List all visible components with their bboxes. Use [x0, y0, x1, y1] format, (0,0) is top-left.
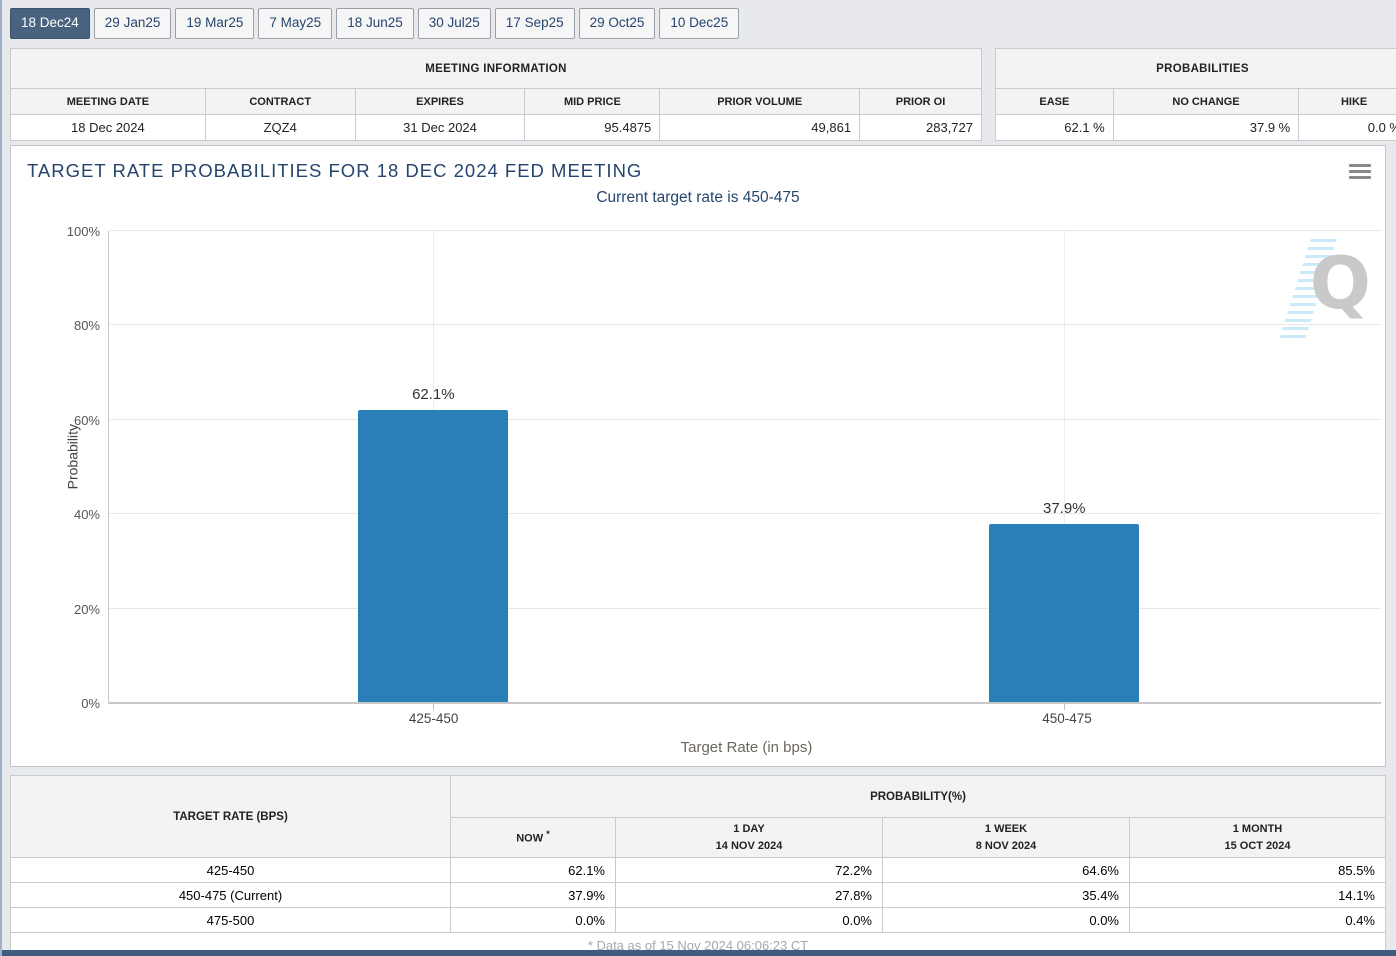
rate-450-475: 450-475 (Current) [10, 882, 451, 908]
meeting-information-title: MEETING INFORMATION [10, 48, 982, 89]
now-475-500: 0.0% [450, 907, 616, 933]
day-475-500: 0.0% [615, 907, 883, 933]
chart-subtitle: Current target rate is 450-475 [596, 189, 800, 206]
contract-value: ZQZ4 [204, 114, 356, 141]
chart-title: TARGET RATE PROBABILITIES FOR 18 DEC 202… [27, 160, 643, 181]
col-1-month: 1 MONTH 15 OCT 2024 [1129, 817, 1386, 858]
tab-17-sep25[interactable]: 17 Sep25 [494, 8, 575, 39]
now-asterisk: * [546, 828, 550, 839]
tab-7-may25[interactable]: 7 May25 [258, 8, 333, 39]
day-425-450: 72.2% [615, 857, 883, 883]
tab-19-mar25[interactable]: 19 Mar25 [175, 8, 255, 39]
x-axis-title: Target Rate (in bps) [680, 739, 813, 756]
meeting-date-tabs: 18 Dec24 29 Jan25 19 Mar25 7 May25 18 Ju… [10, 8, 1396, 39]
x-tick-labels: 425-450 450-475 [108, 711, 1385, 737]
gridline-100 [109, 230, 1381, 231]
ease-value: 62.1 % [995, 114, 1114, 141]
week-450-475: 35.4% [882, 882, 1130, 908]
tab-29-jan25[interactable]: 29 Jan25 [93, 8, 172, 39]
hike-value: 0.0 % [1298, 114, 1396, 141]
bar-425-450[interactable] [358, 409, 509, 703]
target-rate-bps-header: TARGET RATE (BPS) [10, 775, 451, 858]
xtick-mark-2 [1064, 703, 1066, 710]
now-425-450: 62.1% [450, 857, 616, 883]
rate-row-475-500: 475-500 0.0% 0.0% 0.0% 0.4% [10, 907, 1386, 933]
gridline-20 [109, 607, 1381, 609]
x-axis-line [108, 702, 1381, 704]
expires-value: 31 Dec 2024 [354, 114, 526, 141]
bar-group-425-450: 62.1% [358, 231, 509, 703]
ytick-60: 60% [73, 412, 100, 428]
bar-label-450-475: 37.9% [1042, 500, 1086, 518]
ytick-0: 0% [81, 696, 100, 711]
rate-row-450-475: 450-475 (Current) 37.9% 27.8% 35.4% 14.1… [10, 882, 1386, 908]
probabilities-panel: PROBABILITIES EASE NO CHANGE HIKE 62.1 %… [995, 48, 1396, 141]
col-1-week: 1 WEEK 8 NOV 2024 [882, 817, 1130, 858]
ytick-40: 40% [73, 507, 100, 523]
rate-475-500: 475-500 [10, 907, 451, 933]
tab-29-oct25[interactable]: 29 Oct25 [578, 8, 656, 39]
col-1-day: 1 DAY 14 NOV 2024 [615, 817, 883, 858]
week-475-500: 0.0% [882, 907, 1130, 933]
prior-oi-value: 283,727 [859, 114, 982, 141]
month-450-475: 14.1% [1129, 882, 1386, 908]
top-summary-row: MEETING INFORMATION MEETING DATE CONTRAC… [10, 48, 1396, 141]
xtick-mark-1 [433, 703, 435, 710]
meeting-info-row: 18 Dec 2024 ZQZ4 31 Dec 2024 95.4875 49,… [10, 114, 982, 141]
tab-10-dec25[interactable]: 10 Dec25 [659, 8, 740, 39]
gridline-80 [109, 324, 1381, 326]
no-change-value: 37.9 % [1112, 114, 1300, 141]
tab-18-dec24[interactable]: 18 Dec24 [10, 8, 90, 39]
page-bottom-bar [2, 950, 1396, 956]
prior-volume-value: 49,861 [659, 114, 861, 141]
probabilities-row: 62.1 % 37.9 % 0.0 % [995, 114, 1396, 141]
ytick-20: 20% [73, 601, 100, 617]
target-rate-chart-panel: TARGET RATE PROBABILITIES FOR 18 DEC 202… [10, 145, 1386, 767]
hamburger-menu-icon[interactable] [1349, 160, 1371, 182]
meeting-date-value: 18 Dec 2024 [10, 114, 206, 141]
ytick-80: 80% [73, 318, 100, 334]
probabilities-title: PROBABILITIES [995, 48, 1396, 89]
rate-425-450: 425-450 [10, 857, 451, 883]
col-prior-volume: PRIOR VOLUME [659, 88, 861, 115]
plot-area: Q 0% 20% 40% 60% 80% 100% 62.1% 37.9% [67, 224, 1381, 711]
gridline-60 [109, 418, 1381, 420]
col-contract: CONTRACT [204, 88, 356, 115]
col-meeting-date: MEETING DATE [10, 88, 206, 115]
probability-history-table: TARGET RATE (BPS) PROBABILITY(%) NOW * 1… [10, 775, 1386, 956]
xtick-425-450: 425-450 [408, 711, 459, 726]
day-450-475: 27.8% [615, 882, 883, 908]
rate-row-425-450: 425-450 62.1% 72.2% 64.6% 85.5% [10, 857, 1386, 883]
ytick-100: 100% [66, 224, 100, 239]
col-now: NOW * [450, 817, 616, 858]
y-axis-title: Probability [64, 424, 81, 490]
bar-label-425-450: 62.1% [412, 385, 455, 403]
tab-30-jul25[interactable]: 30 Jul25 [417, 8, 491, 39]
tab-18-jun25[interactable]: 18 Jun25 [336, 8, 414, 39]
xtick-450-475: 450-475 [1042, 711, 1092, 726]
col-prior-oi: PRIOR OI [859, 88, 982, 115]
category-line-2 [1064, 231, 1066, 703]
week-425-450: 64.6% [882, 857, 1130, 883]
plot-outer: Probability Q 0% 20% 40% [65, 224, 1381, 711]
col-ease: EASE [995, 88, 1114, 115]
bar-450-475[interactable] [989, 524, 1140, 703]
month-475-500: 0.4% [1129, 907, 1386, 933]
quikstrike-watermark: Q [1279, 239, 1371, 343]
col-no-change: NO CHANGE [1112, 88, 1300, 115]
meeting-information-table: MEETING INFORMATION MEETING DATE CONTRAC… [10, 48, 982, 141]
col-mid-price: MID PRICE [524, 88, 661, 115]
mid-price-value: 95.4875 [524, 114, 661, 141]
gridline-40 [109, 513, 1381, 515]
col-expires: EXPIRES [354, 88, 526, 115]
probabilities-table: PROBABILITIES EASE NO CHANGE HIKE 62.1 %… [995, 48, 1396, 141]
q-logo-icon: Q [1309, 241, 1371, 325]
month-425-450: 85.5% [1129, 857, 1386, 883]
col-hike: HIKE [1298, 88, 1396, 115]
probability-pct-header: PROBABILITY(%) [450, 775, 1386, 818]
bar-group-450-475: 37.9% [989, 231, 1140, 703]
now-450-475: 37.9% [450, 882, 616, 908]
